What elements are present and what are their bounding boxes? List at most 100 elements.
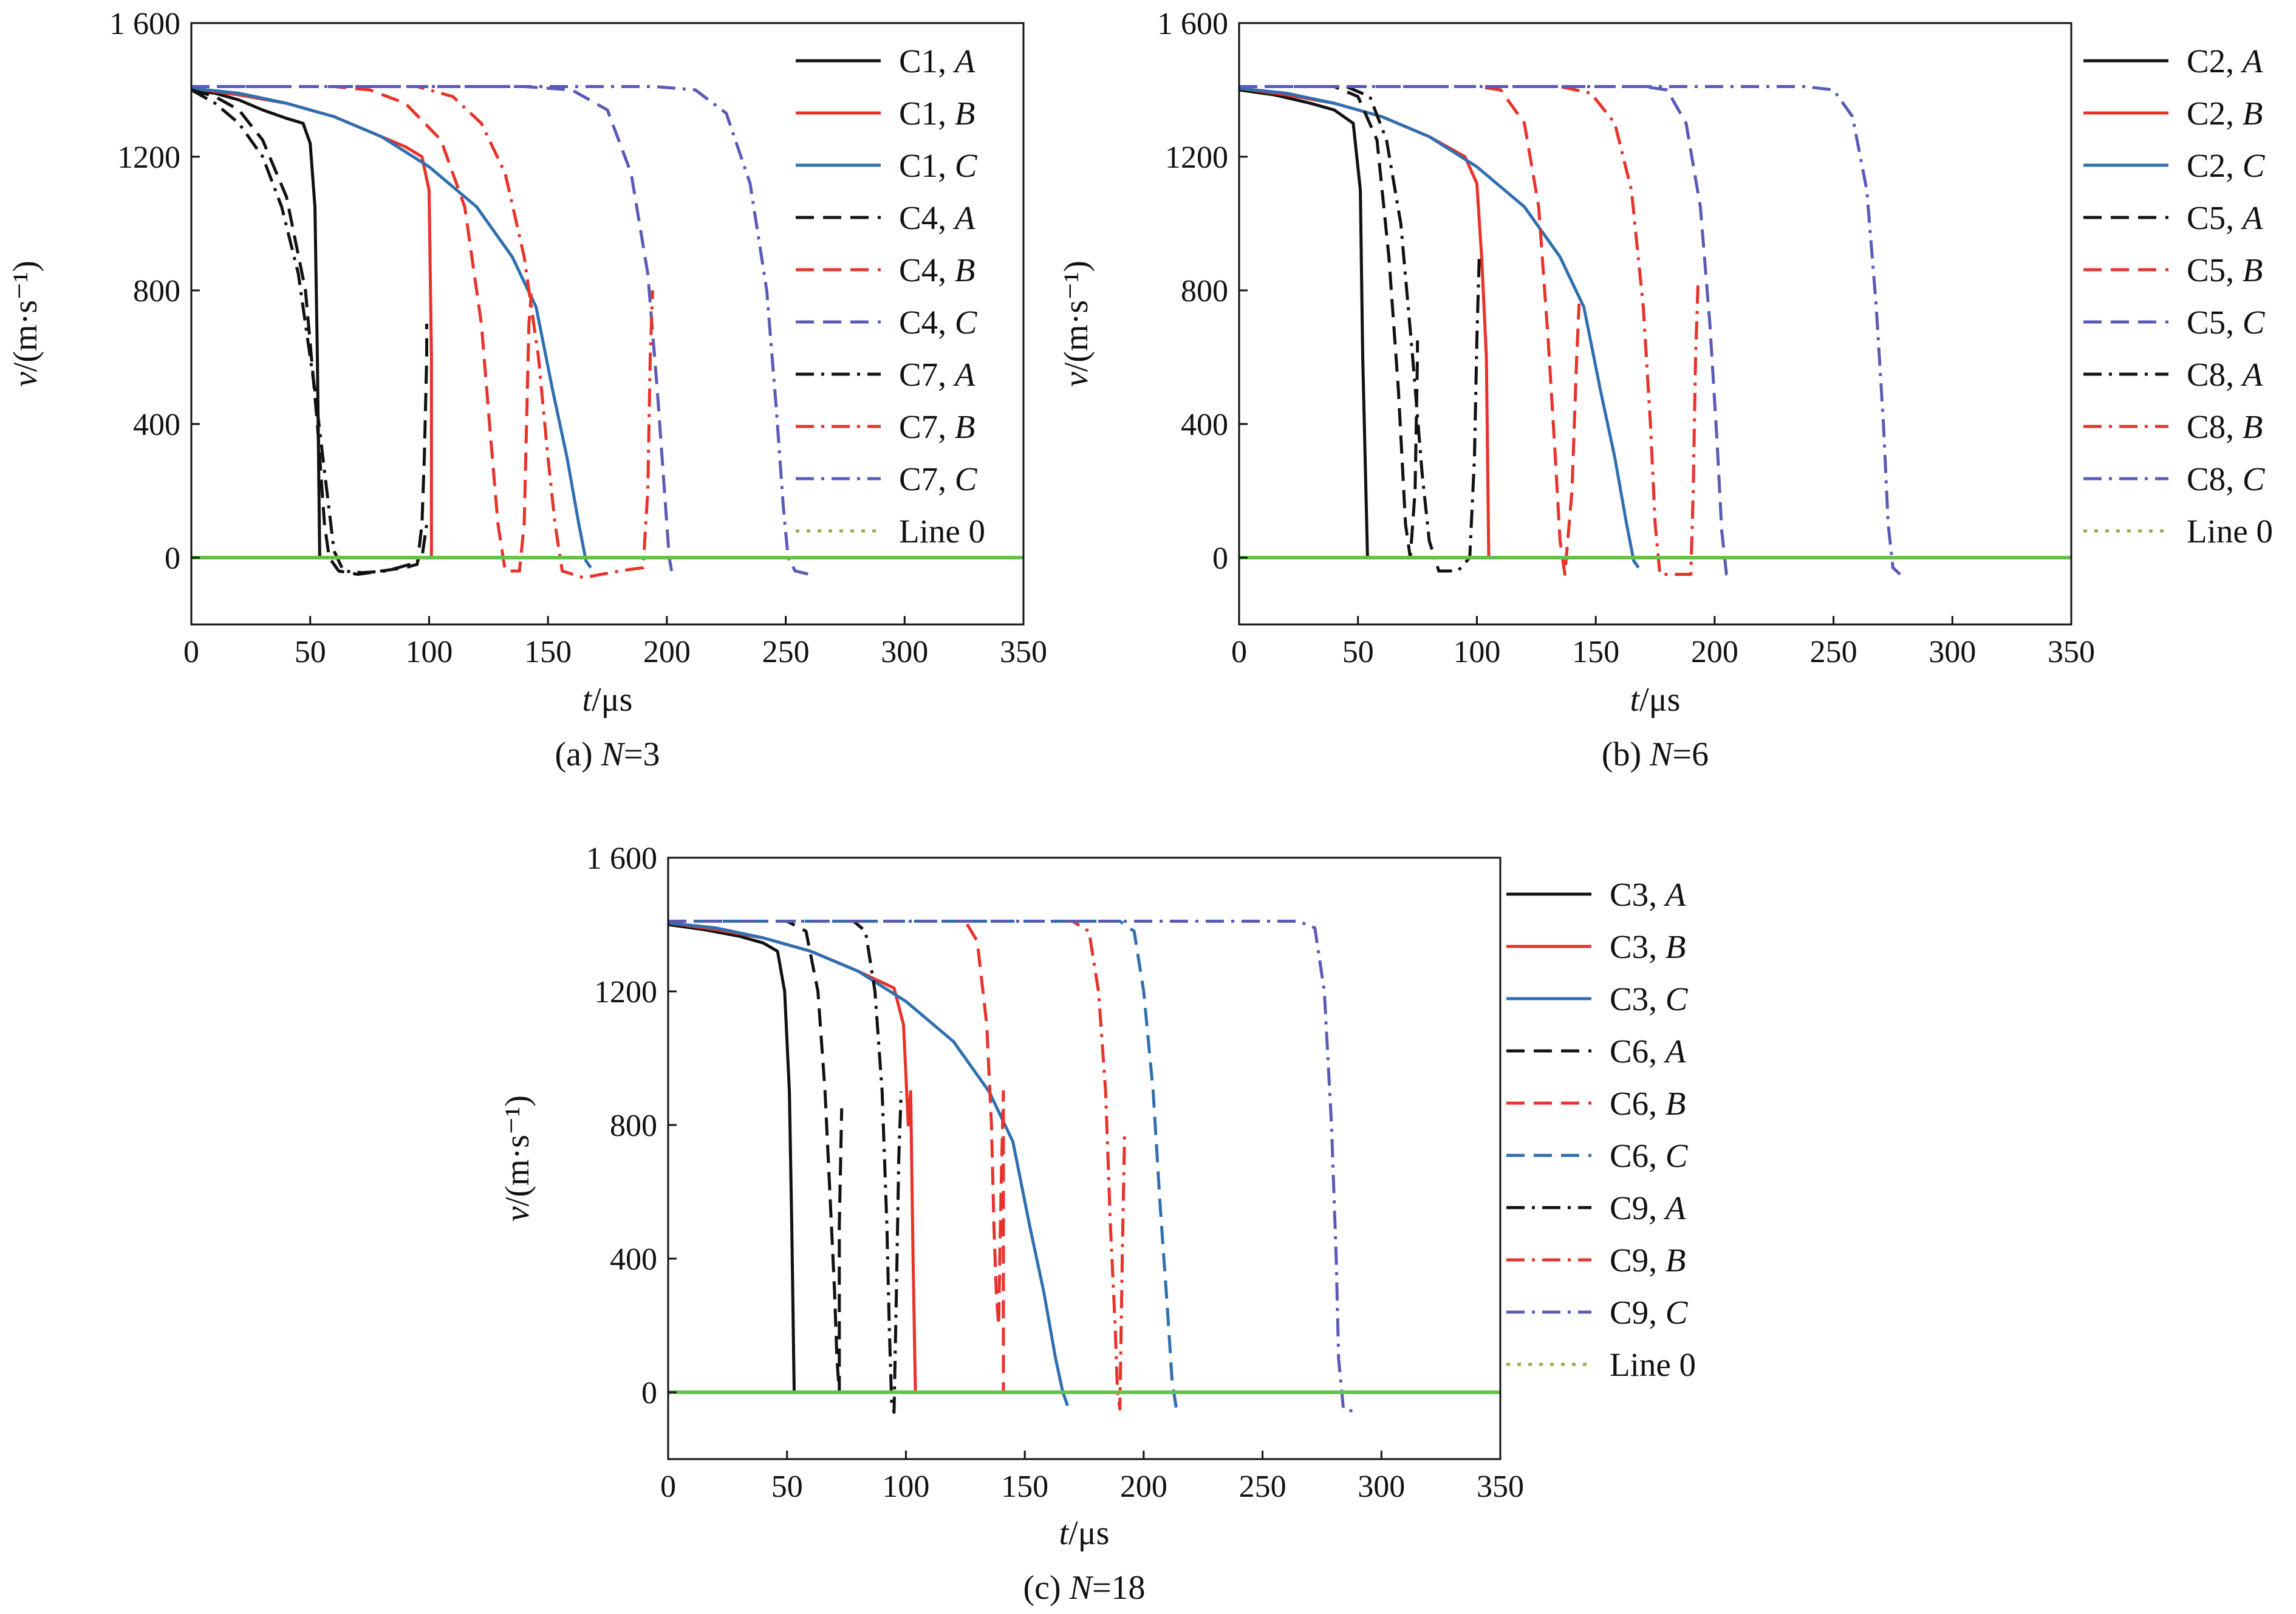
x-axis-unit: /μs [1639,681,1680,719]
chart-panel-0: 0 50 100 150 200 250 300 350 0 400 800 1200 1 600 t/μ… [7,7,1047,773]
series-line-c1-a [191,88,321,558]
x-axis-var: t [583,681,593,719]
legend-entry-group: A [952,199,975,236]
series-line-c2-c [1239,86,1640,569]
y-tick-label: 1 600 [1157,7,1228,41]
series-line-c8-a [1239,85,1481,573]
series-line-c3-a [668,923,796,1393]
chart-panel-1: 0 50 100 150 200 250 300 350 0 400 800 1200 1 600 t/μ… [1057,7,2273,773]
x-tick-label: 0 [1231,635,1247,669]
series-line-c8-b [1239,85,1700,576]
legend-entry: C9, A [1610,1189,1686,1226]
legend-entry: C3, A [1610,876,1686,913]
legend-entry: C4, A [899,199,975,236]
legend-entry: C2, C [2187,147,2266,184]
legend-entry-sep: , [2226,356,2243,393]
legend-entry-name: C2 [2187,43,2226,80]
legend-entry-name: C8 [2187,408,2226,445]
legend-entry-group: B [1666,928,1686,965]
y-tick-label: 1 600 [586,841,657,876]
legend-entry: Line 0 [1610,1346,1696,1383]
legend-entry-group: C [1666,980,1689,1017]
x-tick-label: 300 [1358,1469,1405,1504]
legend-entry-group: C [955,304,978,341]
legend-entry-name: C4 [899,199,938,236]
y-tick-label: 1200 [594,975,657,1010]
plot-frame [667,857,1502,1460]
legend-entry-group: A [952,43,975,80]
panel-caption: (a) N=3 [555,736,660,773]
x-tick-label: 150 [1001,1469,1048,1504]
series-line-c6-b [668,920,1005,1392]
x-axis-unit: /μs [592,681,632,719]
legend-entry: C2, A [2187,43,2263,80]
legend: C2, AC2, BC2, CC5, AC5, BC5, CC8, AC8, B… [2083,43,2273,550]
x-axis-label: t/μs [1630,681,1681,719]
y-axis-var: v [1057,372,1095,387]
legend-entry-sep: , [2226,304,2243,341]
legend-entry-sep: , [938,43,955,80]
x-tick-label: 200 [643,635,691,669]
x-axis-label: t/μs [583,681,633,719]
legend-entry-group: A [1663,1033,1686,1070]
legend-entry-name: C2 [2187,95,2226,132]
caption-rest: =18 [1092,1569,1146,1607]
legend-entry: C8, B [2187,408,2263,445]
legend-entry: C7, B [899,408,975,445]
legend-entry-sep: , [1649,1294,1666,1331]
legend-entry-name: C9 [1610,1242,1649,1279]
legend-entry-sep: , [1649,1085,1666,1122]
legend-entry-name: C5 [2187,304,2226,341]
x-tick-label: 100 [1453,635,1500,669]
legend-entry: C6, A [1610,1033,1686,1070]
x-tick-label: 350 [1000,635,1047,669]
y-tick-label: 0 [165,541,180,576]
legend-entry-group: C [2243,304,2266,341]
legend-entry-group: C [2243,460,2266,498]
legend-entry-sep: , [938,147,955,184]
y-tick-label: 400 [610,1242,657,1277]
legend: C1, AC1, BC1, CC4, AC4, BC4, CC7, AC7, B… [796,43,985,550]
legend-entry-sep: , [1649,876,1666,913]
x-tick-label: 150 [524,635,572,669]
legend-entry-sep: , [2226,147,2243,184]
legend-entry-group: B [955,251,975,289]
legend-entry-name: C4 [899,251,938,289]
caption-rest: =6 [1673,736,1709,773]
legend-entry-name: C6 [1610,1033,1649,1070]
x-axis-var: t [1059,1514,1070,1552]
legend-entry-name: C1 [899,95,938,132]
legend-entry-group: C [955,460,978,498]
legend-entry-name: C9 [1610,1189,1649,1226]
legend-entry-sep: , [938,304,955,341]
legend-entry-sep: , [2226,43,2243,80]
series-line-c5-c [1239,85,1732,576]
x-tick-label: 200 [1691,635,1738,669]
legend-entry-group: B [1666,1085,1686,1122]
panel-caption: (b) N=6 [1602,736,1709,773]
y-tick-label: 1200 [1165,140,1228,175]
series-line-c9-c [668,920,1358,1414]
chart-panel-2: 0 50 100 150 200 250 300 350 0 400 800 1200 1 600 t/μ… [499,841,1696,1607]
y-tick-label: 800 [133,274,180,309]
x-tick-label: 250 [762,635,810,669]
series-line-c2-a [1239,88,1369,558]
legend-entry-group: C [1666,1137,1689,1174]
legend-entry: C2, B [2187,95,2263,132]
series-line-c4-a [191,88,428,576]
x-tick-label: 350 [1477,1469,1524,1504]
legend-entry: C8, C [2187,460,2266,498]
legend: C3, AC3, BC3, CC6, AC6, BC6, CC9, AC9, B… [1506,876,1696,1383]
y-tick-label: 800 [610,1109,657,1143]
y-axis-unit: /(m·s⁻¹) [1057,261,1095,372]
y-axis-unit: /(m·s⁻¹) [499,1095,536,1206]
legend-entry-sep: , [938,251,955,289]
y-tick-label: 400 [1181,408,1228,442]
legend-entry: C3, B [1610,928,1686,965]
x-tick-label: 150 [1572,635,1619,669]
caption-prefix: (a) [555,736,601,773]
x-tick-label: 300 [1929,635,1976,669]
legend-entry-name: C8 [2187,356,2226,393]
legend-entry-name: C5 [2187,251,2226,289]
